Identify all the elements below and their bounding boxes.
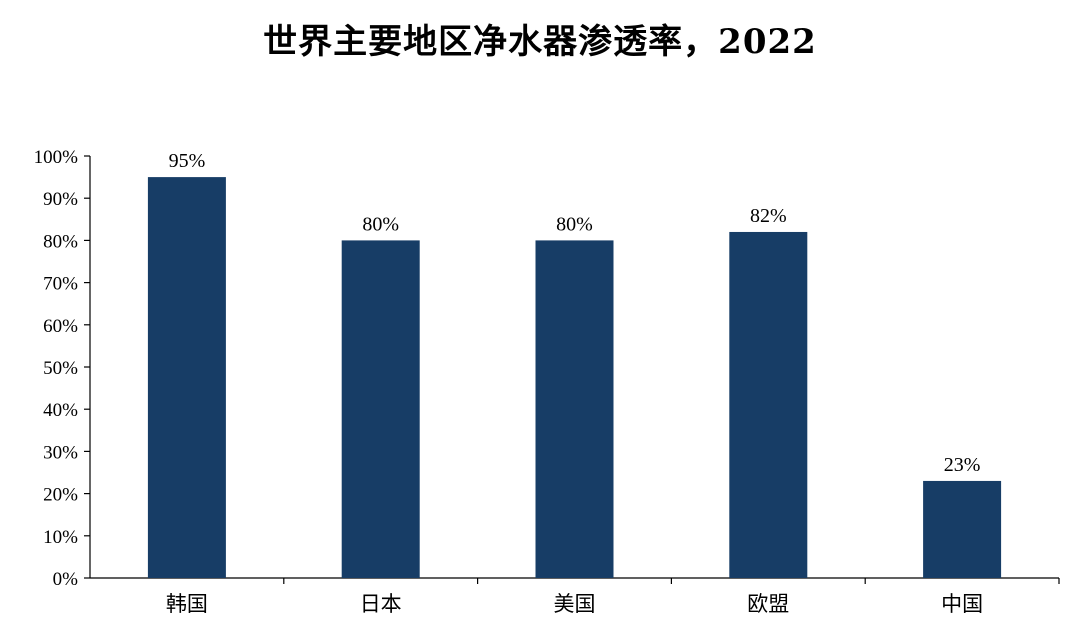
chart-title: 世界主要地区净水器渗透率，2022 (263, 22, 817, 62)
bar (729, 231, 808, 578)
y-tick-label: 90% (43, 189, 78, 210)
y-tick-label: 20% (43, 485, 78, 506)
category-label: 中国 (941, 592, 983, 616)
bar (535, 240, 614, 578)
category-label: 欧盟 (747, 592, 789, 616)
y-tick-label: 0% (53, 569, 79, 590)
category-label: 日本 (360, 592, 402, 616)
data-label: 82% (750, 205, 787, 227)
bar (923, 480, 1002, 578)
y-tick-label: 60% (43, 316, 78, 337)
y-tick-label: 30% (43, 442, 78, 463)
bar (341, 240, 420, 578)
y-tick-label: 10% (43, 527, 78, 548)
data-label: 80% (556, 213, 593, 235)
y-tick-label: 80% (43, 231, 78, 252)
y-tick-label: 50% (43, 358, 78, 379)
category-label: 美国 (554, 592, 596, 616)
category-label: 韩国 (166, 592, 208, 616)
y-tick-label: 100% (34, 147, 79, 168)
data-label: 95% (169, 150, 206, 172)
data-label: 80% (362, 213, 399, 235)
bar (147, 177, 226, 578)
data-label: 23% (944, 454, 981, 476)
y-tick-label: 40% (43, 400, 78, 421)
y-tick-label: 70% (43, 274, 78, 295)
